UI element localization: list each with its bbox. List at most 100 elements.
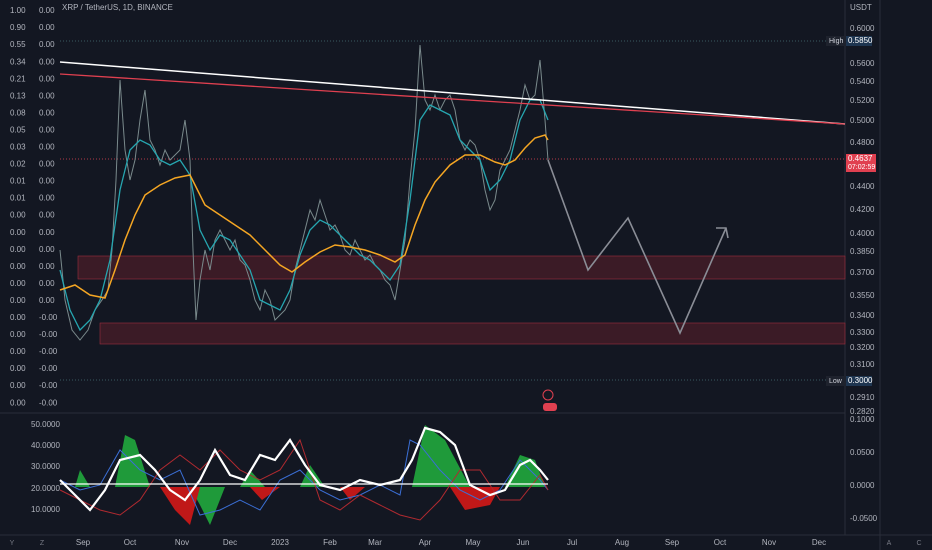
left-scale-label: 0.00 <box>39 279 55 288</box>
left-scale-label: 0.00 <box>10 228 26 237</box>
indicator-left-label: 30.0000 <box>31 462 60 471</box>
indicator-right-label: 0.0500 <box>850 448 875 457</box>
left-scale-label: 0.21 <box>10 74 26 83</box>
left-scale-label: 0.00 <box>39 262 55 271</box>
price-label: 0.2820 <box>850 407 875 416</box>
time-label: Nov <box>762 538 776 547</box>
price-label: 0.5000 <box>850 116 875 125</box>
price-label: 0.3700 <box>850 268 875 277</box>
corner-button[interactable]: Z <box>40 540 45 547</box>
left-scale-label: 0.00 <box>39 40 55 49</box>
left-scale-label: 0.00 <box>39 160 55 169</box>
left-scale-label: -0.00 <box>39 381 58 390</box>
corner-button[interactable]: C <box>916 540 921 547</box>
left-scale-label: -0.00 <box>39 313 58 322</box>
trendline-red <box>59 73 846 125</box>
left-scale-label: 0.34 <box>10 57 26 66</box>
fast-ma <box>59 99 549 332</box>
price-tag-label: Low <box>829 378 843 385</box>
left-scale-label: 0.00 <box>39 108 55 117</box>
time-label: Oct <box>714 538 727 547</box>
time-label: Sep <box>76 538 91 547</box>
price-label: 0.3100 <box>850 360 875 369</box>
price-label: 0.3300 <box>850 328 875 337</box>
left-scale-label: 0.00 <box>39 228 55 237</box>
time-label: Nov <box>175 538 189 547</box>
price-label: 0.5200 <box>850 96 875 105</box>
corner-button[interactable]: Y <box>10 540 15 547</box>
currency: USDT <box>850 3 872 12</box>
time-label: Feb <box>323 538 337 547</box>
price-tag-value-bg <box>846 376 872 386</box>
left-scale-label: 0.00 <box>39 57 55 66</box>
left-scale-label: -0.00 <box>39 330 58 339</box>
indicator-right-label: 0.0000 <box>850 481 875 490</box>
arrow-head <box>716 227 729 239</box>
time-label: Dec <box>223 538 237 547</box>
left-scale-label: -0.00 <box>39 347 58 356</box>
time-label: May <box>465 538 480 547</box>
time-label: Jun <box>517 538 530 547</box>
left-scale-label: 0.00 <box>10 330 26 339</box>
left-scale-label: 0.01 <box>10 194 26 203</box>
left-scale-label: 0.02 <box>10 160 26 169</box>
left-scale-label: 0.00 <box>10 211 26 220</box>
left-scale-label: 0.00 <box>10 381 26 390</box>
time-label: Aug <box>615 538 629 547</box>
indicator-negative <box>160 487 500 525</box>
event-icon[interactable] <box>542 389 554 401</box>
price-tag-value: 0.3000 <box>848 376 873 385</box>
left-scale-label: -0.00 <box>39 398 58 407</box>
countdown: 07:02:59 <box>848 164 875 171</box>
left-scale-label: 0.55 <box>10 40 26 49</box>
left-scale-label: 0.00 <box>10 262 26 271</box>
left-scale-label: 0.00 <box>10 279 26 288</box>
time-label: 2023 <box>271 538 289 547</box>
price-tag-label: High <box>829 38 844 45</box>
left-scale-label: 0.00 <box>10 398 26 407</box>
slow-ma <box>59 134 549 299</box>
left-scale-label: 0.00 <box>39 296 55 305</box>
price-tag-value: 0.5850 <box>848 36 873 45</box>
price-label: 0.4400 <box>850 182 875 191</box>
left-scale-label: 0.00 <box>10 364 26 373</box>
indicator-blue <box>59 439 549 516</box>
indicator-left-label: 50.0000 <box>31 420 60 429</box>
time-label: Sep <box>665 538 680 547</box>
left-scale-label: 0.00 <box>39 125 55 134</box>
time-label: Oct <box>124 538 137 547</box>
left-scale-label: -0.00 <box>39 364 58 373</box>
price-label: 0.2910 <box>850 393 875 402</box>
left-scale-label: 0.00 <box>10 313 26 322</box>
current-price-bg <box>846 154 876 172</box>
left-scale-label: 0.00 <box>39 211 55 220</box>
indicator-left-label: 10.0000 <box>31 505 60 514</box>
price-label: 0.3850 <box>850 247 875 256</box>
price-label: 0.5400 <box>850 77 875 86</box>
indicator-right-label: 0.1000 <box>850 415 875 424</box>
left-scale-label: 0.00 <box>39 74 55 83</box>
left-scale-label: 0.01 <box>10 177 26 186</box>
left-scale-label: 0.00 <box>39 245 55 254</box>
event-badge[interactable] <box>543 403 557 411</box>
left-scale-label: 0.00 <box>39 91 55 100</box>
left-scale-label: 0.05 <box>10 125 26 134</box>
indicator-left-label: 20.0000 <box>31 484 60 493</box>
indicator-left-label: 40.0000 <box>31 441 60 450</box>
left-scale-label: 0.00 <box>10 296 26 305</box>
corner-button[interactable]: A <box>887 540 892 547</box>
left-scale-label: 0.00 <box>39 6 55 15</box>
support-zone <box>99 322 846 345</box>
price-tag-value-bg <box>846 36 872 46</box>
indicator-white <box>59 426 549 512</box>
left-scale-label: 0.00 <box>39 177 55 186</box>
left-scale-label: 0.13 <box>10 91 26 100</box>
price-label: 0.4000 <box>850 229 875 238</box>
left-scale-label: 0.00 <box>10 245 26 254</box>
price-candles <box>59 44 549 341</box>
price-label: 0.3550 <box>850 291 875 300</box>
price-label: 0.3400 <box>850 311 875 320</box>
price-tag <box>826 36 846 46</box>
time-label: Dec <box>812 538 826 547</box>
